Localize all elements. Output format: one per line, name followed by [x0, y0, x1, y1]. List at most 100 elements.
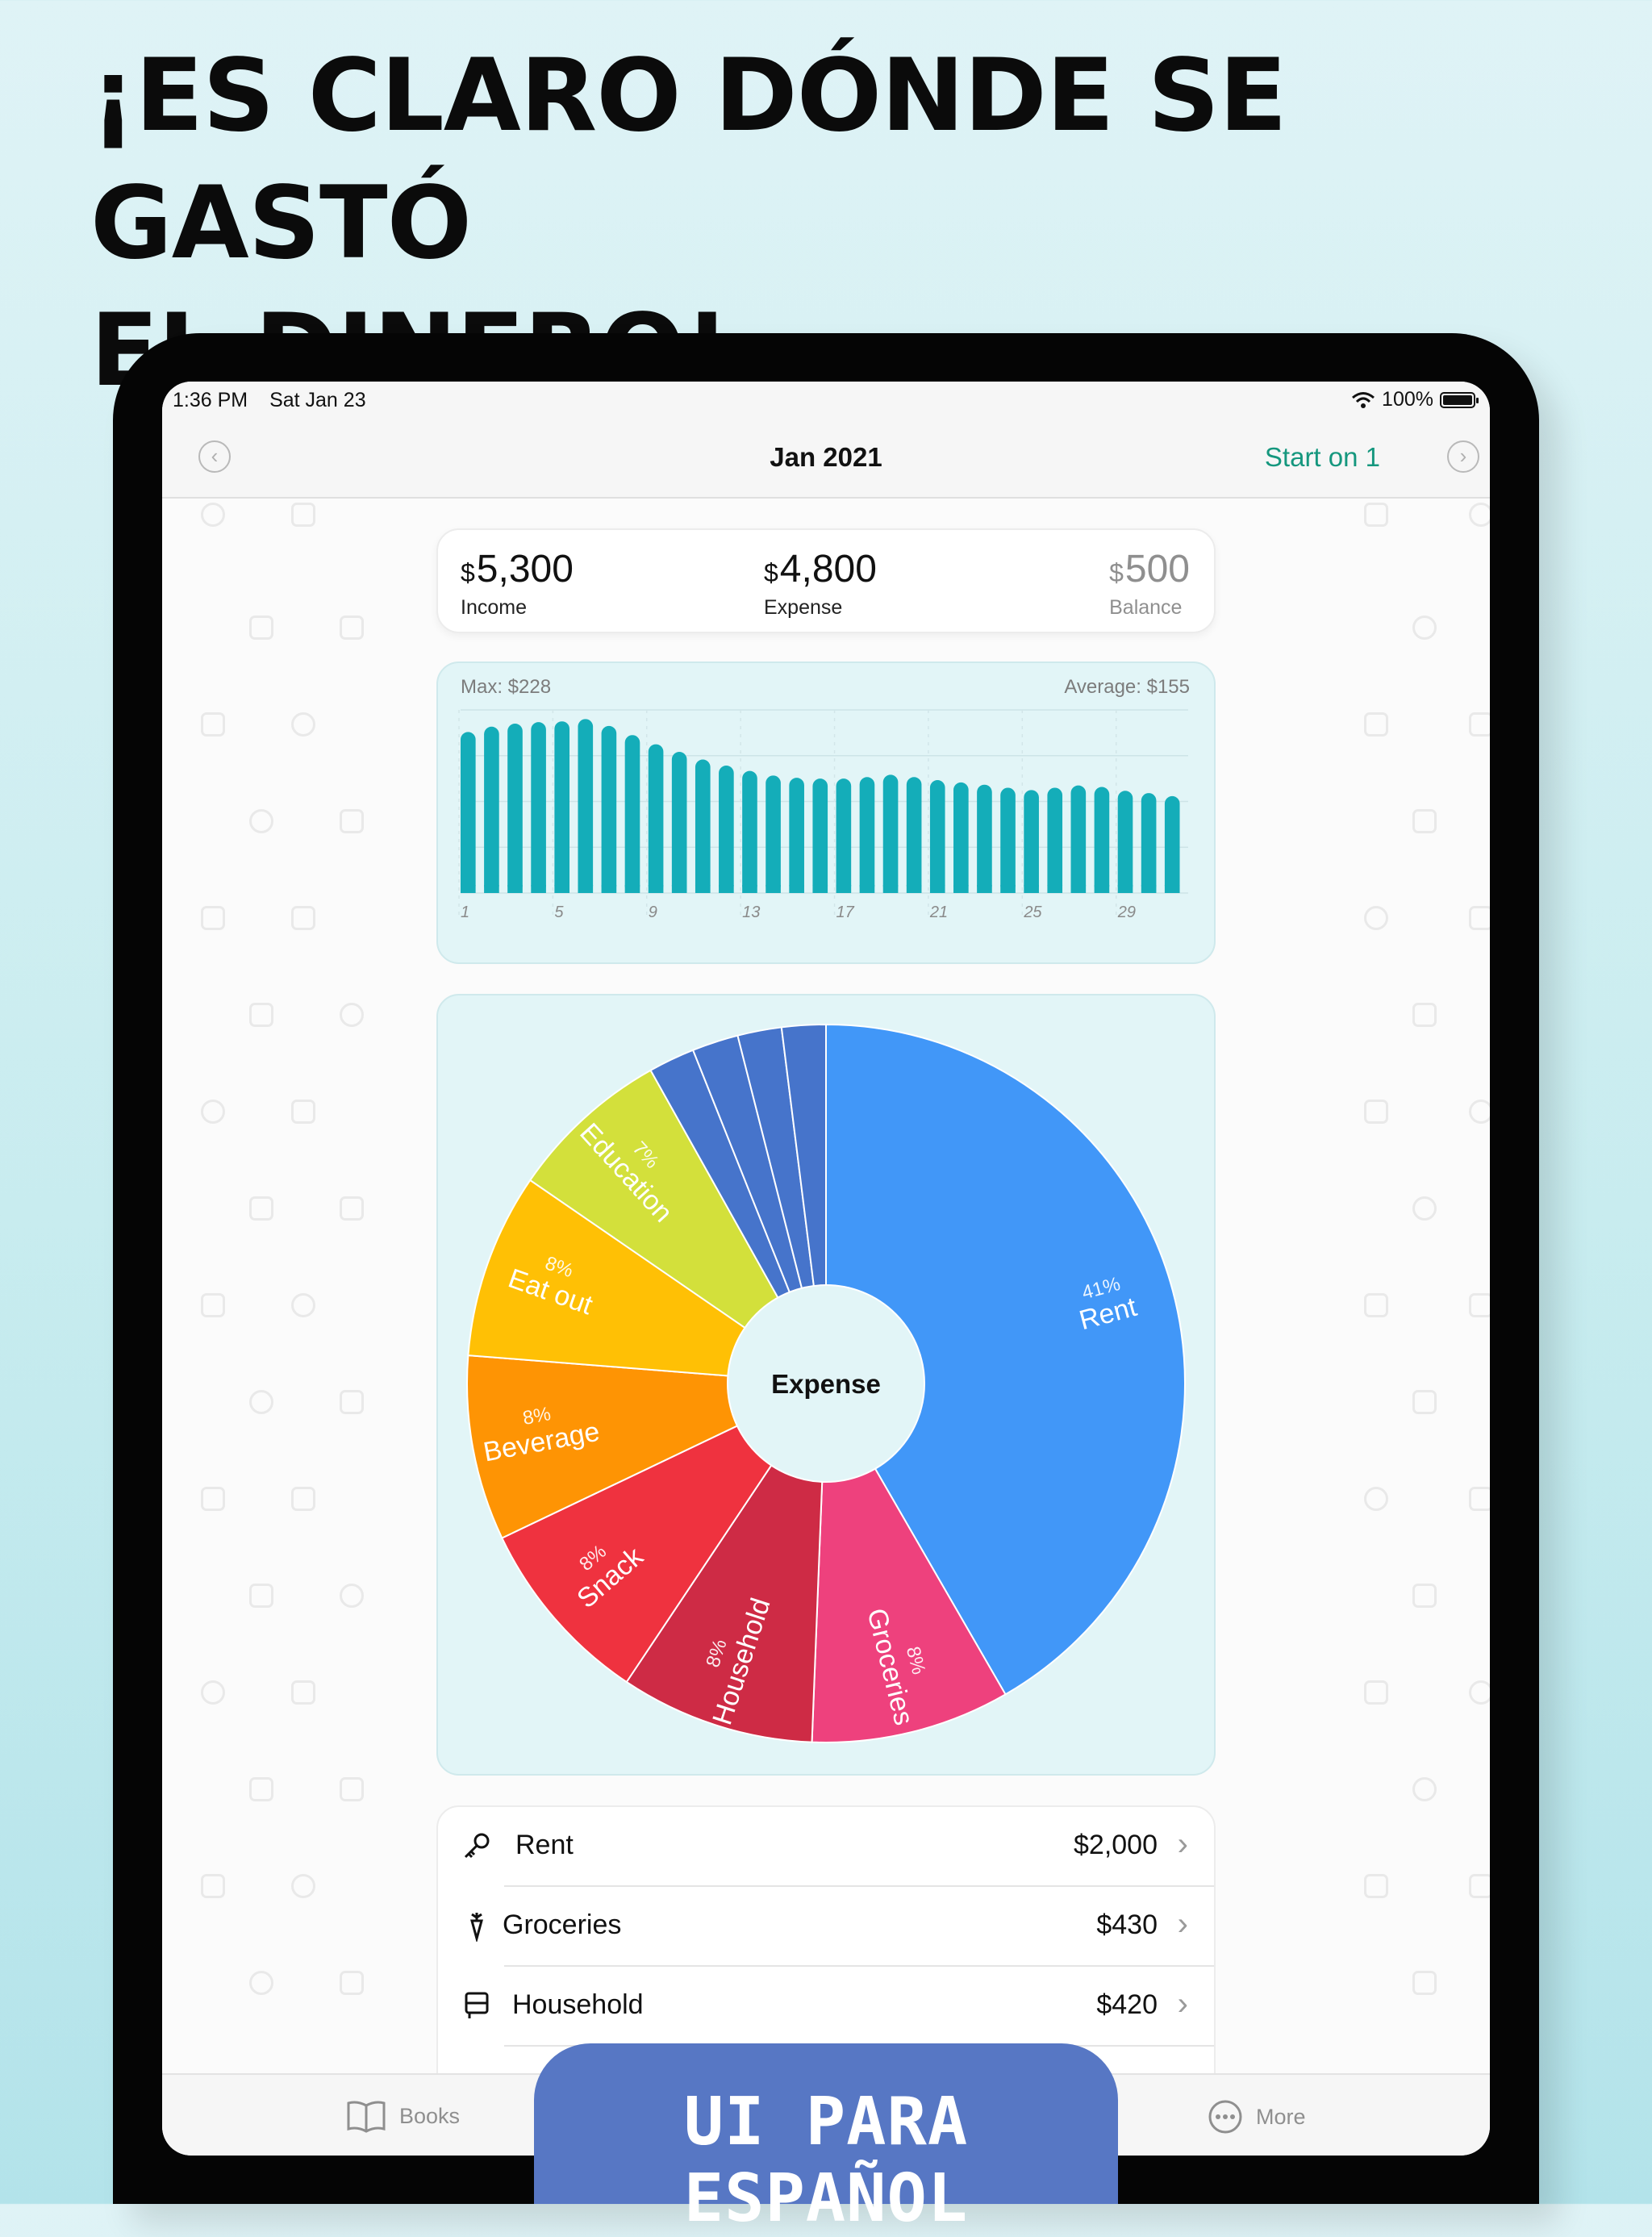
background-pattern-icon — [340, 809, 364, 833]
bar-base — [882, 885, 899, 893]
background-pattern-icon — [340, 616, 364, 640]
pie-slice-household[interactable] — [625, 1380, 828, 1743]
background-pattern-icon — [1469, 1680, 1490, 1705]
bar — [1117, 791, 1133, 893]
list-item-rent[interactable]: Rent $2,000 › — [438, 1807, 1214, 1887]
background-pattern-icon — [1412, 1003, 1437, 1027]
background-pattern-icon — [201, 1100, 225, 1124]
background-pattern-icon — [1412, 616, 1437, 640]
background-pattern-icon — [1364, 712, 1388, 737]
background-pattern-icon — [1469, 1100, 1490, 1124]
bar-base — [836, 885, 852, 893]
bar-base — [554, 885, 570, 893]
status-date: Sat Jan 23 — [269, 389, 366, 411]
bar — [812, 778, 828, 893]
background-pattern-icon — [1364, 1680, 1388, 1705]
bar-base — [1094, 885, 1110, 893]
background-pattern-icon — [201, 1293, 225, 1317]
chevron-right-icon: › — [1177, 1826, 1188, 1862]
bar — [1024, 790, 1039, 893]
daily-expense-chart-card[interactable]: Max: $228 Average: $155 1 5 9 13 17 21 25 29 — [436, 662, 1216, 964]
background-pattern-icon — [1412, 1584, 1437, 1608]
pie-slice-education[interactable] — [528, 1069, 827, 1384]
tab-books[interactable]: Books — [346, 2099, 460, 2133]
more-icon — [1208, 2100, 1242, 2134]
pie-center-hole — [727, 1284, 925, 1483]
bar — [953, 782, 969, 893]
bar-base — [1047, 885, 1063, 893]
background-pattern-icon — [1469, 1293, 1490, 1317]
bar-base — [601, 885, 617, 893]
pie-slice-rent[interactable] — [825, 1023, 1186, 1696]
bar — [578, 719, 594, 893]
bar — [906, 777, 922, 893]
background-pattern-icon — [291, 1293, 315, 1317]
battery-icon — [1440, 391, 1479, 408]
list-item-groceries[interactable]: Groceries $430 › — [438, 1887, 1214, 1967]
bar-base — [1141, 885, 1157, 893]
chart-average-label: Average: $155 — [1064, 676, 1190, 698]
bar — [531, 722, 546, 893]
background-pattern-icon — [1364, 1293, 1388, 1317]
bar — [507, 724, 523, 893]
ipad-frame: 1:36 PM Sat Jan 23 100% ‹ Jan 2021 Start… — [113, 333, 1539, 2204]
x-tick-label: 21 — [929, 904, 948, 921]
x-tick-label: 29 — [1117, 904, 1136, 921]
chevron-right-icon[interactable]: › — [1447, 440, 1479, 473]
expense-pie-chart[interactable]: 41%Rent8%Groceries8%Household8%Snack8%Be… — [438, 995, 1214, 1774]
bar — [1164, 795, 1180, 893]
background-pattern-icon — [201, 712, 225, 737]
key-icon — [464, 1833, 490, 1859]
expense-pie-card[interactable]: 41% Rent 8% Groceries 8% Household 8% Snack 8% Be… — [436, 994, 1216, 1776]
headline-line-1: ¡ES CLARO DÓNDE SE GASTÓ — [90, 38, 1287, 282]
background-pattern-icon — [249, 1777, 273, 1801]
bar — [977, 784, 992, 893]
bar-base — [1000, 885, 1016, 893]
balance-value: 500 — [1124, 548, 1190, 591]
app-screen: 1:36 PM Sat Jan 23 100% ‹ Jan 2021 Start… — [162, 382, 1490, 2156]
list-item-household[interactable]: Household $420 › — [438, 1967, 1214, 2047]
income-label: Income — [461, 596, 527, 619]
balance-summary[interactable]: $500 Balance — [1109, 548, 1190, 620]
background-pattern-icon — [340, 1390, 364, 1414]
bar-base — [742, 885, 757, 893]
cabinet-icon — [465, 1992, 489, 2018]
bar-base — [578, 885, 594, 893]
pie-slice-eat-out[interactable] — [467, 1179, 829, 1385]
x-tick-label: 1 — [461, 904, 469, 921]
start-on-button[interactable]: Start on 1 — [1264, 442, 1380, 472]
background-pattern-icon — [340, 1777, 364, 1801]
nav-title[interactable]: Jan 2021 — [770, 442, 882, 472]
bar-base — [1024, 885, 1039, 893]
background-pattern-icon — [249, 1390, 273, 1414]
background-pattern-icon — [1364, 1874, 1388, 1898]
tab-more[interactable]: More — [1208, 2099, 1306, 2135]
bar — [671, 752, 687, 893]
x-tick-label: 25 — [1023, 904, 1042, 921]
background-pattern-icon — [201, 1680, 225, 1705]
expense-value: 4,800 — [779, 548, 877, 591]
background-pattern-icon — [249, 1971, 273, 1995]
category-name: Household — [512, 1989, 644, 2020]
background-pattern-icon — [291, 906, 315, 930]
background-pattern-icon — [340, 1003, 364, 1027]
bar — [484, 726, 499, 893]
background-pattern-icon — [1412, 809, 1437, 833]
tab-more-label: More — [1256, 2104, 1306, 2129]
currency-symbol: $ — [1109, 558, 1124, 587]
pie-slice-snack[interactable] — [501, 1381, 828, 1684]
income-summary[interactable]: $5,300 Income — [461, 548, 574, 620]
nav-bar: ‹ Jan 2021 Start on 1 › — [162, 422, 1490, 499]
bar-base — [812, 885, 828, 893]
bar — [742, 770, 757, 893]
battery-percent: 100% — [1382, 388, 1433, 411]
background-pattern-icon — [291, 1100, 315, 1124]
category-amount: $2,000 — [1074, 1830, 1158, 1860]
bar — [1094, 787, 1110, 893]
bar — [719, 766, 734, 893]
background-pattern-icon — [1412, 1390, 1437, 1414]
expense-summary[interactable]: $4,800 Expense — [764, 548, 877, 620]
chevron-left-icon[interactable]: ‹ — [198, 440, 231, 473]
background-pattern-icon — [201, 906, 225, 930]
x-tick-label: 9 — [649, 904, 657, 921]
